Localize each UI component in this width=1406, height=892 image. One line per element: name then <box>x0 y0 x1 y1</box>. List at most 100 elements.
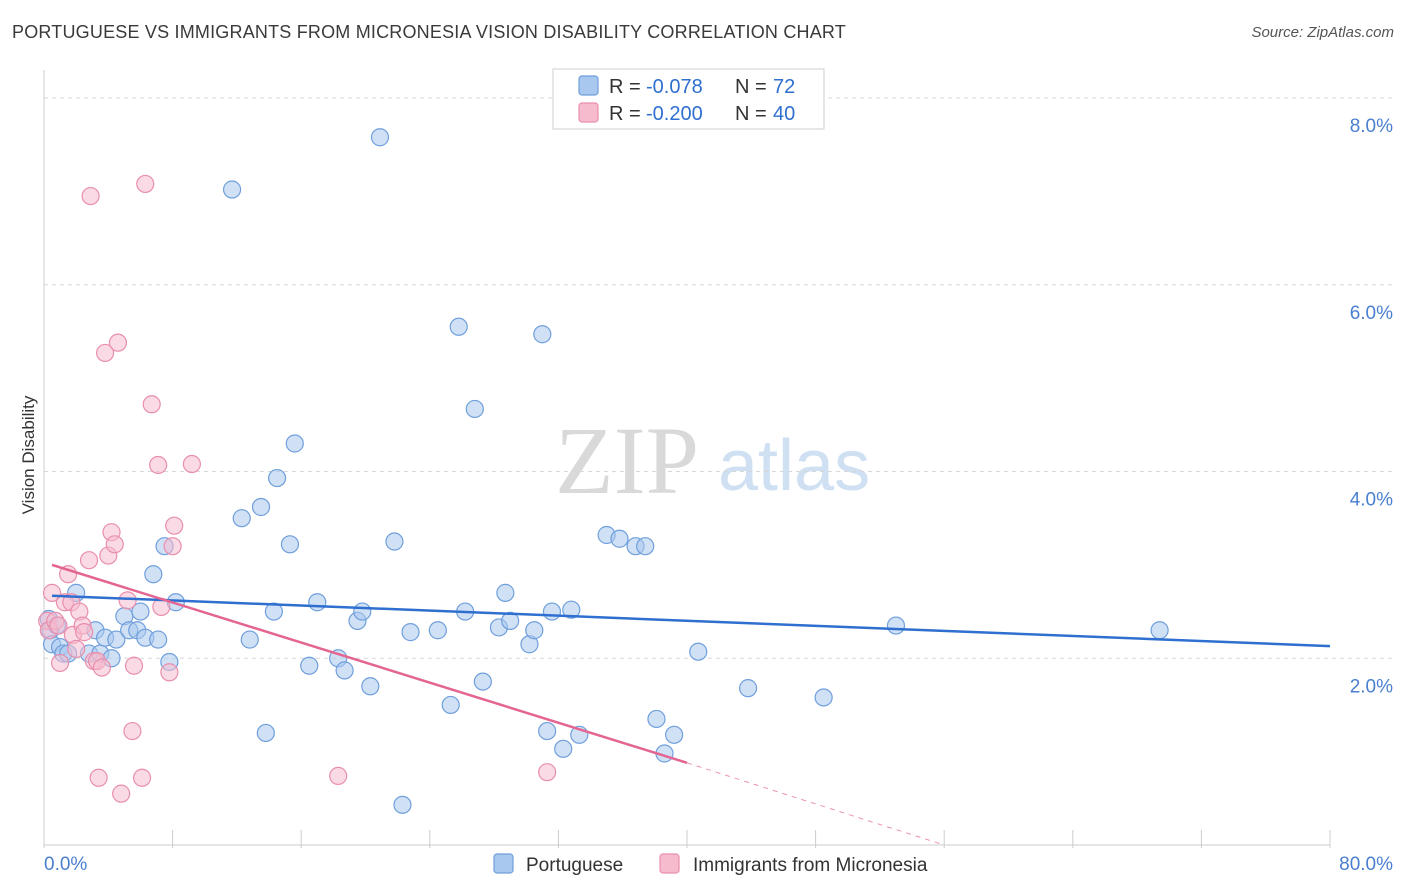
point-portuguese <box>562 600 581 619</box>
y-tick-label: 6.0% <box>1350 303 1393 324</box>
watermark-zip: ZIP <box>555 407 699 514</box>
point-portuguese <box>222 180 242 199</box>
point-portuguese <box>647 709 666 729</box>
point-portuguese <box>525 621 544 640</box>
point-portuguese <box>353 602 372 621</box>
point-micronesia <box>329 766 348 786</box>
point-portuguese <box>473 672 492 691</box>
point-portuguese <box>465 399 484 419</box>
gridlines <box>44 97 1392 659</box>
point-portuguese <box>361 677 380 696</box>
legend-swatch-portuguese <box>578 75 599 96</box>
point-micronesia <box>67 639 86 659</box>
point-micronesia <box>132 768 152 787</box>
legend-label-micronesia: Immigrants from Micronesia <box>693 855 928 876</box>
y-axis-label: Vision Disability <box>19 395 38 514</box>
tick-labels: 2.0% 4.0% 6.0% 8.0% 0.0% 80.0% <box>44 116 1393 875</box>
point-portuguese <box>149 630 168 649</box>
point-portuguese <box>264 602 283 621</box>
legend-n-value: 72 <box>773 76 795 98</box>
point-micronesia <box>123 721 142 741</box>
point-portuguese <box>689 642 708 661</box>
point-micronesia <box>95 343 115 363</box>
point-portuguese <box>300 656 319 675</box>
point-portuguese <box>285 434 304 453</box>
point-portuguese <box>738 679 758 698</box>
y-tick-label: 8.0% <box>1350 116 1393 137</box>
point-micronesia <box>81 186 100 206</box>
point-micronesia <box>182 454 201 474</box>
point-portuguese <box>401 623 420 642</box>
point-portuguese <box>232 509 251 528</box>
point-portuguese <box>554 739 573 758</box>
point-portuguese <box>280 535 300 554</box>
point-micronesia <box>105 535 124 554</box>
point-portuguese <box>542 602 562 621</box>
point-portuguese <box>335 661 354 680</box>
point-portuguese <box>267 468 287 488</box>
point-micronesia <box>79 551 99 570</box>
legend-n-label: N = <box>735 76 767 98</box>
point-portuguese <box>251 497 271 517</box>
legend-label-portuguese: Portuguese <box>526 855 623 876</box>
point-micronesia <box>89 768 108 787</box>
trend-lines <box>51 563 1331 846</box>
legend-n-value: 40 <box>773 103 795 125</box>
point-portuguese <box>240 630 259 649</box>
point-portuguese <box>393 795 412 814</box>
point-portuguese <box>385 532 404 551</box>
y-tick-label: 2.0% <box>1350 676 1393 697</box>
point-portuguese <box>636 537 655 556</box>
point-portuguese <box>496 583 515 602</box>
point-micronesia <box>124 656 144 675</box>
legend-r-label: R = <box>609 76 641 98</box>
source-credit: Source: ZipAtlas.com <box>1251 24 1394 41</box>
legend-swatch-micronesia <box>578 102 599 123</box>
point-micronesia <box>108 333 128 352</box>
point-micronesia <box>142 395 161 414</box>
point-micronesia <box>160 663 179 682</box>
x-tick-label: 0.0% <box>44 854 87 875</box>
legend-swatch-micronesia <box>659 853 680 874</box>
series-legend: Portuguese Immigrants from Micronesia <box>493 853 928 876</box>
point-micronesia <box>118 591 137 610</box>
point-micronesia <box>165 516 184 535</box>
point-portuguese <box>533 325 552 344</box>
watermark-atlas: atlas <box>718 426 870 506</box>
point-portuguese <box>441 695 460 715</box>
point-portuguese <box>814 688 833 707</box>
legend-r-label: R = <box>609 103 641 125</box>
point-portuguese <box>131 602 150 621</box>
correlation-legend: R = -0.078 N = 72 R = -0.200 N = 40 <box>552 68 825 130</box>
point-micronesia <box>538 763 557 782</box>
point-micronesia <box>163 537 182 556</box>
point-micronesia <box>136 174 155 194</box>
point-micronesia <box>112 784 131 803</box>
axes <box>43 70 1331 848</box>
legend-r-value: -0.078 <box>646 76 703 98</box>
point-portuguese <box>538 721 557 741</box>
point-portuguese <box>107 630 126 649</box>
legend-n-label: N = <box>735 103 767 125</box>
point-micronesia <box>92 658 111 677</box>
point-portuguese <box>370 128 390 147</box>
x-tick-label: 80.0% <box>1339 854 1393 875</box>
point-micronesia <box>50 653 70 673</box>
point-micronesia <box>75 623 94 642</box>
point-portuguese <box>501 611 520 631</box>
y-tick-label: 4.0% <box>1350 490 1393 511</box>
point-portuguese <box>144 565 163 584</box>
trend-line-portuguese <box>51 594 1331 648</box>
point-portuguese <box>428 621 447 640</box>
point-portuguese <box>665 725 684 744</box>
point-portuguese <box>256 723 275 743</box>
chart-title: PORTUGUESE VS IMMIGRANTS FROM MICRONESIA… <box>12 22 846 42</box>
legend-swatch-portuguese <box>493 853 514 874</box>
point-portuguese <box>449 317 468 336</box>
point-portuguese <box>1150 621 1169 640</box>
trend-line-micronesia <box>51 563 688 765</box>
point-micronesia <box>149 455 168 475</box>
point-portuguese <box>610 529 629 548</box>
point-micronesia <box>42 583 62 602</box>
